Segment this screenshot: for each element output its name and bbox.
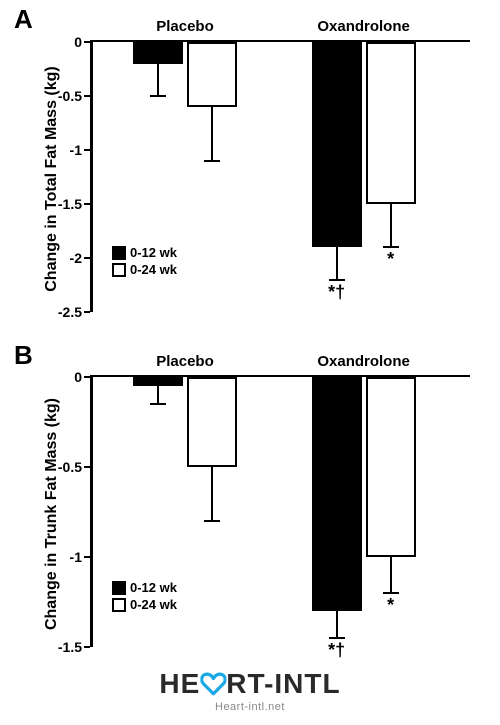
error-bar <box>211 107 213 161</box>
y-tick-label: -1.5 <box>58 196 90 212</box>
legend-row: 0-24 wk <box>112 262 177 277</box>
panel-a-label: A <box>14 4 33 35</box>
bar <box>366 42 416 204</box>
error-bar <box>336 611 338 638</box>
legend-label: 0-24 wk <box>130 597 177 612</box>
error-bar <box>211 467 213 521</box>
group-label: Placebo <box>156 18 214 35</box>
legend-row: 0-12 wk <box>112 580 177 595</box>
error-cap <box>204 160 220 162</box>
bar <box>312 377 362 611</box>
significance-marker: *† <box>328 640 345 661</box>
error-cap <box>204 520 220 522</box>
legend-label: 0-12 wk <box>130 580 177 595</box>
significance-marker: *† <box>328 282 345 303</box>
y-tick-label: -1.5 <box>58 639 90 655</box>
y-tick-label: -2 <box>70 250 90 266</box>
error-cap <box>329 279 345 281</box>
y-tick-label: -2.5 <box>58 304 90 320</box>
legend-label: 0-24 wk <box>130 262 177 277</box>
error-cap <box>150 403 166 405</box>
y-tick-label: 0 <box>74 34 90 50</box>
panel-b-y-title: Change in Trunk Fat Mass (kg) <box>43 384 61 644</box>
legend-row: 0-12 wk <box>112 245 177 260</box>
bar <box>312 42 362 247</box>
bar <box>187 42 237 107</box>
error-cap <box>150 95 166 97</box>
error-cap <box>383 592 399 594</box>
error-bar <box>390 204 392 247</box>
y-tick-label: -1 <box>70 142 90 158</box>
significance-marker: * <box>387 595 394 616</box>
panel-a: A Change in Total Fat Mass (kg) 0-0.5-1-… <box>0 0 500 330</box>
bar <box>133 42 183 64</box>
panel-b: B Change in Trunk Fat Mass (kg) 0 -0.5 -1 -… <box>0 340 500 670</box>
panel-a-legend: 0-12 wk 0-24 wk <box>112 245 177 279</box>
logo-before: HE <box>159 668 200 699</box>
y-tick-label: 0 <box>74 369 90 385</box>
legend-swatch-white <box>112 263 126 277</box>
bar <box>187 377 237 467</box>
error-bar <box>336 247 338 279</box>
bar <box>133 377 183 386</box>
error-bar <box>157 64 159 96</box>
legend-label: 0-12 wk <box>130 245 177 260</box>
y-tick-label: -0.5 <box>58 88 90 104</box>
legend-swatch-white <box>112 598 126 612</box>
logo-after: RT-INTL <box>226 668 340 699</box>
legend-swatch-black <box>112 246 126 260</box>
error-bar <box>157 386 159 404</box>
panel-b-label: B <box>14 340 33 371</box>
logo: HERT-INTL Heart-intl.net <box>159 668 340 713</box>
bar <box>366 377 416 557</box>
group-label: Oxandrolone <box>317 18 410 35</box>
y-axis-line <box>90 42 93 312</box>
group-label: Placebo <box>156 353 214 370</box>
error-bar <box>390 557 392 593</box>
panel-b-legend: 0-12 wk 0-24 wk <box>112 580 177 614</box>
y-tick-label: -1 <box>70 549 90 565</box>
legend-swatch-black <box>112 581 126 595</box>
logo-main: HE RT-INTL <box>159 668 340 703</box>
y-tick-label: -0.5 <box>58 459 90 475</box>
group-label: Oxandrolone <box>317 353 410 370</box>
significance-marker: * <box>387 249 394 270</box>
legend-row: 0-24 wk <box>112 597 177 612</box>
heart-icon <box>200 671 226 703</box>
error-cap <box>329 637 345 639</box>
y-axis-line <box>90 377 93 647</box>
error-cap <box>383 246 399 248</box>
